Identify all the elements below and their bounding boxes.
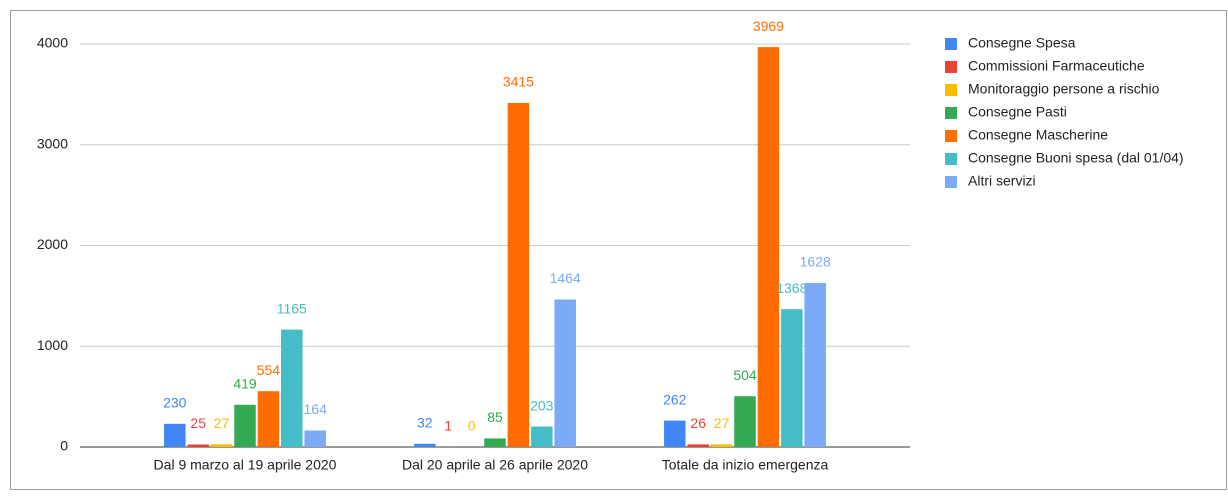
data-label: 27: [714, 415, 730, 431]
y-tick-label: 2000: [37, 236, 68, 252]
legend-swatch: [945, 107, 957, 119]
y-tick-label: 1000: [37, 337, 68, 353]
data-label: 3969: [753, 18, 784, 34]
x-tick-label: Totale da inizio emergenza: [662, 457, 829, 473]
x-tick-label: Dal 9 marzo al 19 aprile 2020: [154, 457, 337, 473]
data-label: 419: [233, 375, 257, 391]
data-label: 3415: [503, 74, 534, 90]
bar: [554, 300, 576, 447]
data-label: 25: [190, 415, 206, 431]
bar: [687, 444, 709, 447]
bar: [211, 444, 233, 447]
bar: [711, 444, 733, 447]
bar: [234, 405, 256, 447]
legend-swatch: [945, 61, 957, 73]
legend-swatch: [945, 38, 957, 50]
data-label: 1165: [277, 300, 307, 316]
data-label: 27: [214, 415, 230, 431]
bar: [281, 330, 303, 447]
legend-swatch: [945, 176, 957, 188]
data-label: 262: [663, 391, 687, 407]
legend-label: Monitoraggio persone a rischio: [968, 81, 1160, 97]
legend-label: Consegne Pasti: [968, 104, 1067, 120]
bar: [664, 421, 686, 447]
legend-label: Consegne Mascherine: [968, 127, 1108, 143]
legend-swatch: [945, 84, 957, 96]
data-label: 1464: [550, 270, 581, 286]
data-label: 0: [468, 418, 476, 434]
bar: [164, 424, 186, 447]
data-label: 85: [487, 409, 503, 425]
data-label: 1: [444, 418, 452, 434]
x-tick-label: Dal 20 aprile al 26 aprile 2020: [402, 457, 588, 473]
y-tick-label: 0: [60, 438, 68, 454]
legend-label: Consegne Buoni spesa (dal 01/04): [968, 150, 1184, 166]
legend-label: Altri servizi: [968, 173, 1036, 189]
data-label: 554: [257, 362, 281, 378]
bar: [734, 396, 756, 447]
bar: [804, 283, 826, 447]
bar: [781, 309, 803, 447]
legend-label: Consegne Spesa: [968, 35, 1076, 51]
data-label: 203: [530, 397, 554, 413]
y-tick-label: 4000: [37, 35, 68, 51]
data-label: 1368: [776, 280, 807, 296]
data-label: 32: [417, 414, 433, 430]
bar: [484, 438, 506, 447]
data-label: 26: [690, 415, 706, 431]
y-tick-label: 3000: [37, 135, 68, 151]
bar: [508, 103, 530, 447]
bar: [304, 430, 326, 447]
data-label: 230: [163, 395, 187, 411]
data-label: 1628: [800, 254, 831, 270]
bar: [258, 391, 280, 447]
data-label: 504: [733, 367, 757, 383]
legend-label: Commissioni Farmaceutiche: [968, 58, 1145, 74]
bar: [414, 444, 436, 447]
bar: [531, 427, 553, 447]
data-label: 164: [304, 401, 328, 417]
bar: [187, 444, 209, 447]
legend-swatch: [945, 130, 957, 142]
legend-swatch: [945, 153, 957, 165]
bar: [758, 47, 780, 447]
